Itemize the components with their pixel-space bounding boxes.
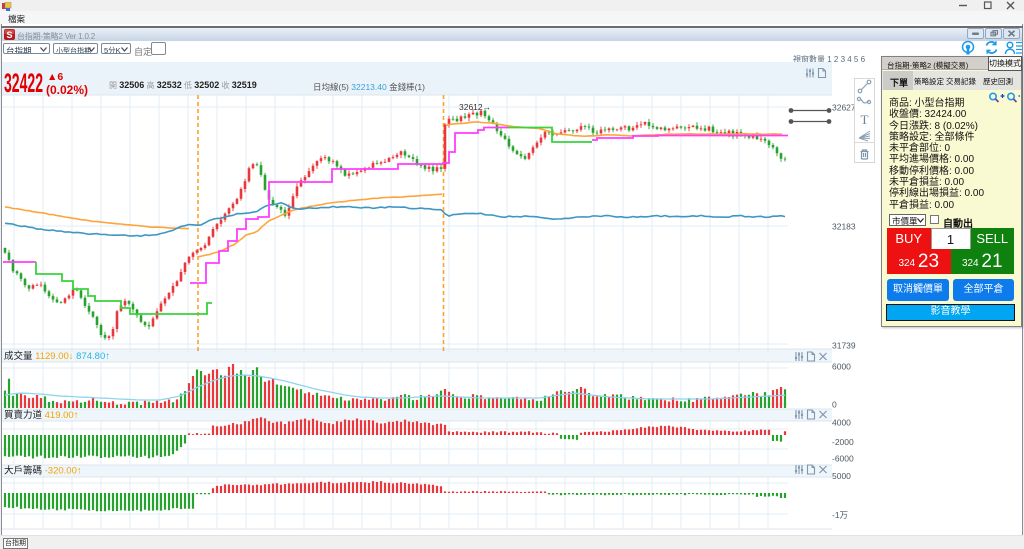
svg-text:成交量 1129.00↓ 874.80↑: 成交量 1129.00↓ 874.80↑ (4, 350, 110, 362)
svg-text:買賣力道 419.00↑: 買賣力道 419.00↑ (4, 409, 78, 421)
svg-text:32612→: 32612→ (459, 102, 491, 112)
svg-text:T: T (861, 112, 869, 127)
svg-text:32183: 32183 (832, 222, 856, 232)
svg-text:4000: 4000 (832, 418, 851, 428)
svg-text:-2000: -2000 (832, 437, 854, 447)
svg-text:-6000: -6000 (832, 454, 854, 464)
svg-text:31739: 31739 (832, 341, 856, 351)
svg-text:32627: 32627 (832, 103, 856, 113)
svg-text:5000: 5000 (832, 471, 851, 481)
svg-text:6000: 6000 (832, 362, 851, 372)
svg-text:S: S (6, 30, 12, 40)
svg-text:大戶籌碼 -320.00↑: 大戶籌碼 -320.00↑ (4, 465, 82, 477)
svg-text:0: 0 (832, 400, 837, 410)
svg-text:-1万: -1万 (832, 510, 848, 520)
